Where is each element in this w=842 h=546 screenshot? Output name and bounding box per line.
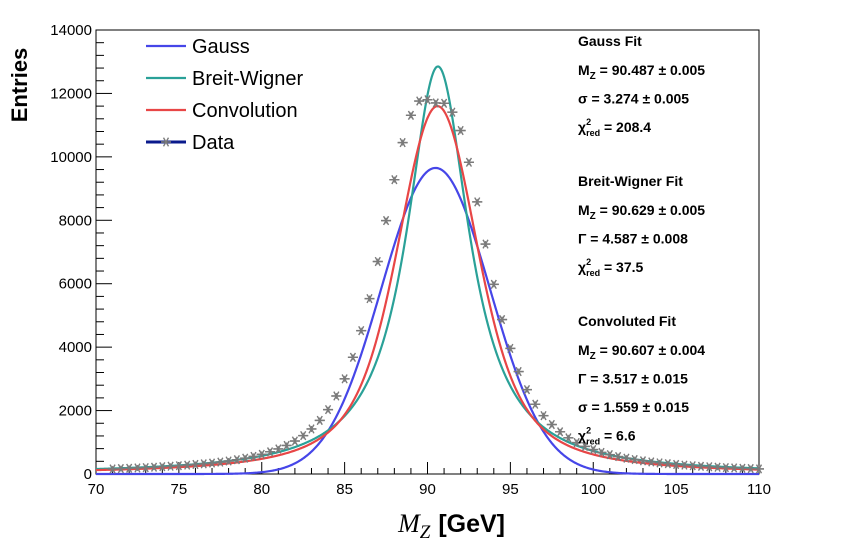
x-axis-symbol: M xyxy=(397,509,421,538)
y-tick-label: 8000 xyxy=(59,212,92,229)
x-axis-title: MZ [GeV] xyxy=(397,509,505,543)
x-tick-label: 90 xyxy=(419,481,436,498)
x-tick-label: 85 xyxy=(336,481,353,498)
legend-entry: Convolution xyxy=(146,100,298,122)
fit-block: Gauss Fit MZ = 90.487 ± 0.005 σ = 3.274 ± … xyxy=(578,33,705,138)
fit-block: Breit-Wigner Fit MZ = 90.629 ± 0.005 Γ = 4… xyxy=(578,173,705,278)
x-axis-symbol-subscript: Z xyxy=(420,522,431,543)
curve-gauss xyxy=(96,166,759,476)
fit-results: Gauss Fit MZ = 90.487 ± 0.005 σ = 3.274 ± … xyxy=(578,33,705,447)
fit-block-title: Convoluted Fit xyxy=(578,313,676,329)
y-tick-label: 10000 xyxy=(50,149,92,166)
fit-parameter: σ = 3.274 ± 0.005 xyxy=(578,91,689,107)
y-tick-label: 14000 xyxy=(50,22,92,39)
data-points xyxy=(107,95,764,474)
x-tick-label: 80 xyxy=(253,481,270,498)
fit-parameter: Γ = 3.517 ± 0.015 xyxy=(578,371,688,387)
x-axis-unit: [GeV] xyxy=(438,510,505,538)
legend-label: Gauss xyxy=(192,36,250,58)
data-point xyxy=(161,137,171,147)
fit-parameter: MZ = 90.607 ± 0.004 xyxy=(578,342,705,362)
fit-parameter: χ2 red = 37.5 xyxy=(578,257,644,278)
fit-parameter: MZ = 90.629 ± 0.005 xyxy=(578,202,705,222)
y-tick-label: 0 xyxy=(84,466,92,483)
legend-entry: Data xyxy=(146,132,235,154)
x-tick-label: 110 xyxy=(747,481,771,498)
fit-block: Convoluted Fit MZ = 90.607 ± 0.004 Γ = 3.5… xyxy=(578,313,705,447)
x-axis: 70 75 80 85 90 95 100 105 110 xyxy=(88,462,771,498)
x-tick-label: 75 xyxy=(171,481,188,498)
legend: Gauss Breit-Wigner Convolution Data xyxy=(146,36,303,154)
y-axis-title: Entries xyxy=(7,48,32,123)
y-tick-label: 12000 xyxy=(50,85,92,102)
fit-block-title: Breit-Wigner Fit xyxy=(578,173,683,189)
legend-entry: Gauss xyxy=(146,36,250,58)
curve-convolution xyxy=(95,105,760,472)
fit-parameter: MZ = 90.487 ± 0.005 xyxy=(578,62,705,82)
fit-block-title: Gauss Fit xyxy=(578,33,642,49)
legend-label: Convolution xyxy=(192,100,298,122)
fit-parameter: σ = 1.559 ± 0.015 xyxy=(578,399,689,415)
x-tick-label: 105 xyxy=(664,481,689,498)
y-tick-label: 4000 xyxy=(59,339,92,356)
fit-parameter: Γ = 4.587 ± 0.008 xyxy=(578,231,688,247)
legend-entry: Breit-Wigner xyxy=(146,68,303,90)
legend-label: Breit-Wigner xyxy=(192,68,303,90)
fit-parameter: χ2 red = 6.6 xyxy=(578,426,636,447)
x-tick-label: 70 xyxy=(88,481,105,498)
x-tick-label: 95 xyxy=(502,481,519,498)
x-tick-label: 100 xyxy=(581,481,606,498)
fit-parameter: χ2 red = 208.4 xyxy=(578,117,651,138)
y-axis: 0 2000 4000 6000 8000 10000 12000 14000 xyxy=(50,22,112,483)
y-tick-label: 6000 xyxy=(59,276,92,293)
legend-label: Data xyxy=(192,132,235,154)
y-tick-label: 2000 xyxy=(59,403,92,420)
